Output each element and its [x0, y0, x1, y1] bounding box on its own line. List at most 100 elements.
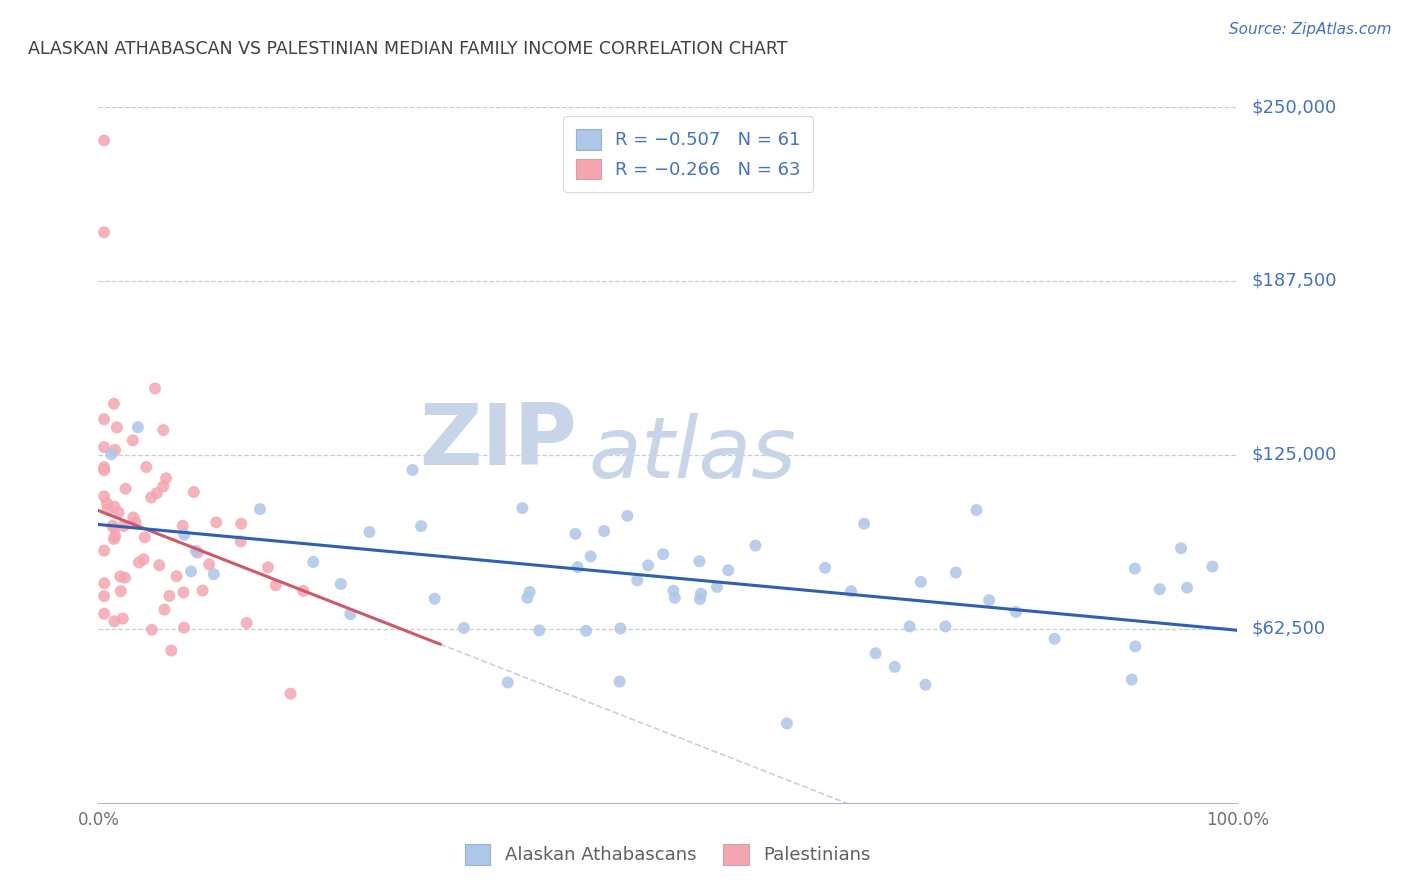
Point — [152, 423, 174, 437]
Point — [690, 587, 713, 601]
Point — [93, 489, 115, 503]
Point — [173, 621, 195, 635]
Point — [1043, 632, 1066, 646]
Point — [519, 585, 541, 599]
Point — [231, 516, 253, 531]
Point — [166, 569, 188, 583]
Point — [1149, 582, 1171, 597]
Point — [202, 567, 225, 582]
Point — [329, 577, 352, 591]
Point — [529, 624, 551, 638]
Point — [914, 678, 936, 692]
Point — [134, 530, 156, 544]
Point — [1175, 581, 1198, 595]
Point — [292, 583, 315, 598]
Point — [104, 529, 127, 543]
Point — [93, 133, 115, 147]
Point — [662, 583, 685, 598]
Point — [652, 547, 675, 561]
Point — [717, 563, 740, 577]
Point — [979, 593, 1001, 607]
Point — [626, 574, 648, 588]
Point — [512, 501, 534, 516]
Point — [121, 434, 143, 448]
Point — [186, 545, 208, 559]
Point — [853, 516, 876, 531]
Point — [423, 591, 446, 606]
Point — [132, 552, 155, 566]
Point — [135, 460, 157, 475]
Point — [1123, 561, 1146, 575]
Point — [814, 561, 837, 575]
Point — [143, 381, 166, 395]
Point — [688, 554, 710, 568]
Point — [103, 532, 125, 546]
Point — [910, 574, 932, 589]
Point — [93, 412, 115, 426]
Point — [1170, 541, 1192, 556]
Point — [339, 607, 361, 621]
Point — [173, 585, 195, 599]
Point — [124, 515, 146, 529]
Point — [122, 510, 145, 524]
Point — [141, 491, 163, 505]
Point — [744, 539, 766, 553]
Point — [191, 583, 214, 598]
Point — [97, 502, 120, 516]
Text: $62,500: $62,500 — [1251, 620, 1326, 638]
Point — [865, 646, 887, 660]
Point — [776, 716, 799, 731]
Point — [172, 518, 194, 533]
Point — [883, 660, 905, 674]
Point — [101, 519, 124, 533]
Text: $250,000: $250,000 — [1251, 98, 1337, 116]
Point — [409, 519, 432, 533]
Text: $125,000: $125,000 — [1251, 446, 1337, 464]
Point — [839, 584, 862, 599]
Point — [103, 615, 125, 629]
Point — [302, 555, 325, 569]
Point — [1125, 640, 1147, 654]
Point — [257, 560, 280, 574]
Point — [141, 623, 163, 637]
Point — [575, 624, 598, 638]
Point — [152, 479, 174, 493]
Point — [496, 675, 519, 690]
Point — [155, 471, 177, 485]
Point — [146, 486, 169, 500]
Text: $187,500: $187,500 — [1251, 272, 1337, 290]
Text: atlas: atlas — [588, 413, 796, 497]
Point — [160, 643, 183, 657]
Text: ZIP: ZIP — [419, 400, 576, 483]
Point — [609, 674, 631, 689]
Point — [280, 687, 302, 701]
Point — [564, 527, 586, 541]
Point — [127, 420, 149, 434]
Point — [945, 566, 967, 580]
Point — [157, 589, 180, 603]
Point — [706, 580, 728, 594]
Point — [153, 602, 176, 616]
Point — [359, 524, 381, 539]
Text: Source: ZipAtlas.com: Source: ZipAtlas.com — [1229, 22, 1392, 37]
Point — [107, 506, 129, 520]
Point — [664, 591, 686, 605]
Point — [128, 555, 150, 569]
Point — [110, 584, 132, 599]
Point — [93, 543, 115, 558]
Point — [184, 544, 207, 558]
Point — [93, 463, 115, 477]
Point — [103, 397, 125, 411]
Point — [96, 496, 118, 510]
Point — [689, 592, 711, 607]
Point — [453, 621, 475, 635]
Point — [105, 420, 128, 434]
Point — [114, 571, 136, 585]
Point — [110, 569, 132, 583]
Point — [183, 485, 205, 500]
Point — [103, 521, 125, 535]
Point — [103, 500, 125, 514]
Point — [898, 619, 921, 633]
Point — [205, 516, 228, 530]
Point — [1005, 605, 1028, 619]
